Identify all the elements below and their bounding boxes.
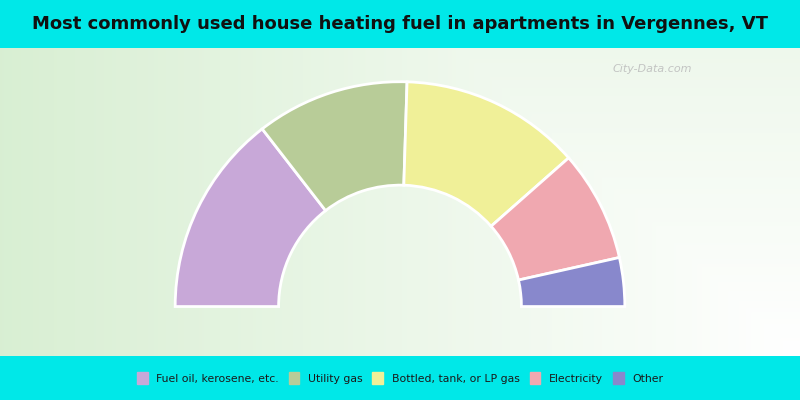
Wedge shape	[404, 82, 569, 226]
Text: Most commonly used house heating fuel in apartments in Vergennes, VT: Most commonly used house heating fuel in…	[32, 15, 768, 33]
Wedge shape	[518, 258, 625, 306]
Text: City-Data.com: City-Data.com	[613, 64, 692, 74]
Wedge shape	[175, 129, 326, 306]
Legend: Fuel oil, kerosene, etc., Utility gas, Bottled, tank, or LP gas, Electricity, Ot: Fuel oil, kerosene, etc., Utility gas, B…	[132, 368, 668, 388]
Wedge shape	[491, 158, 619, 280]
Wedge shape	[262, 82, 407, 211]
